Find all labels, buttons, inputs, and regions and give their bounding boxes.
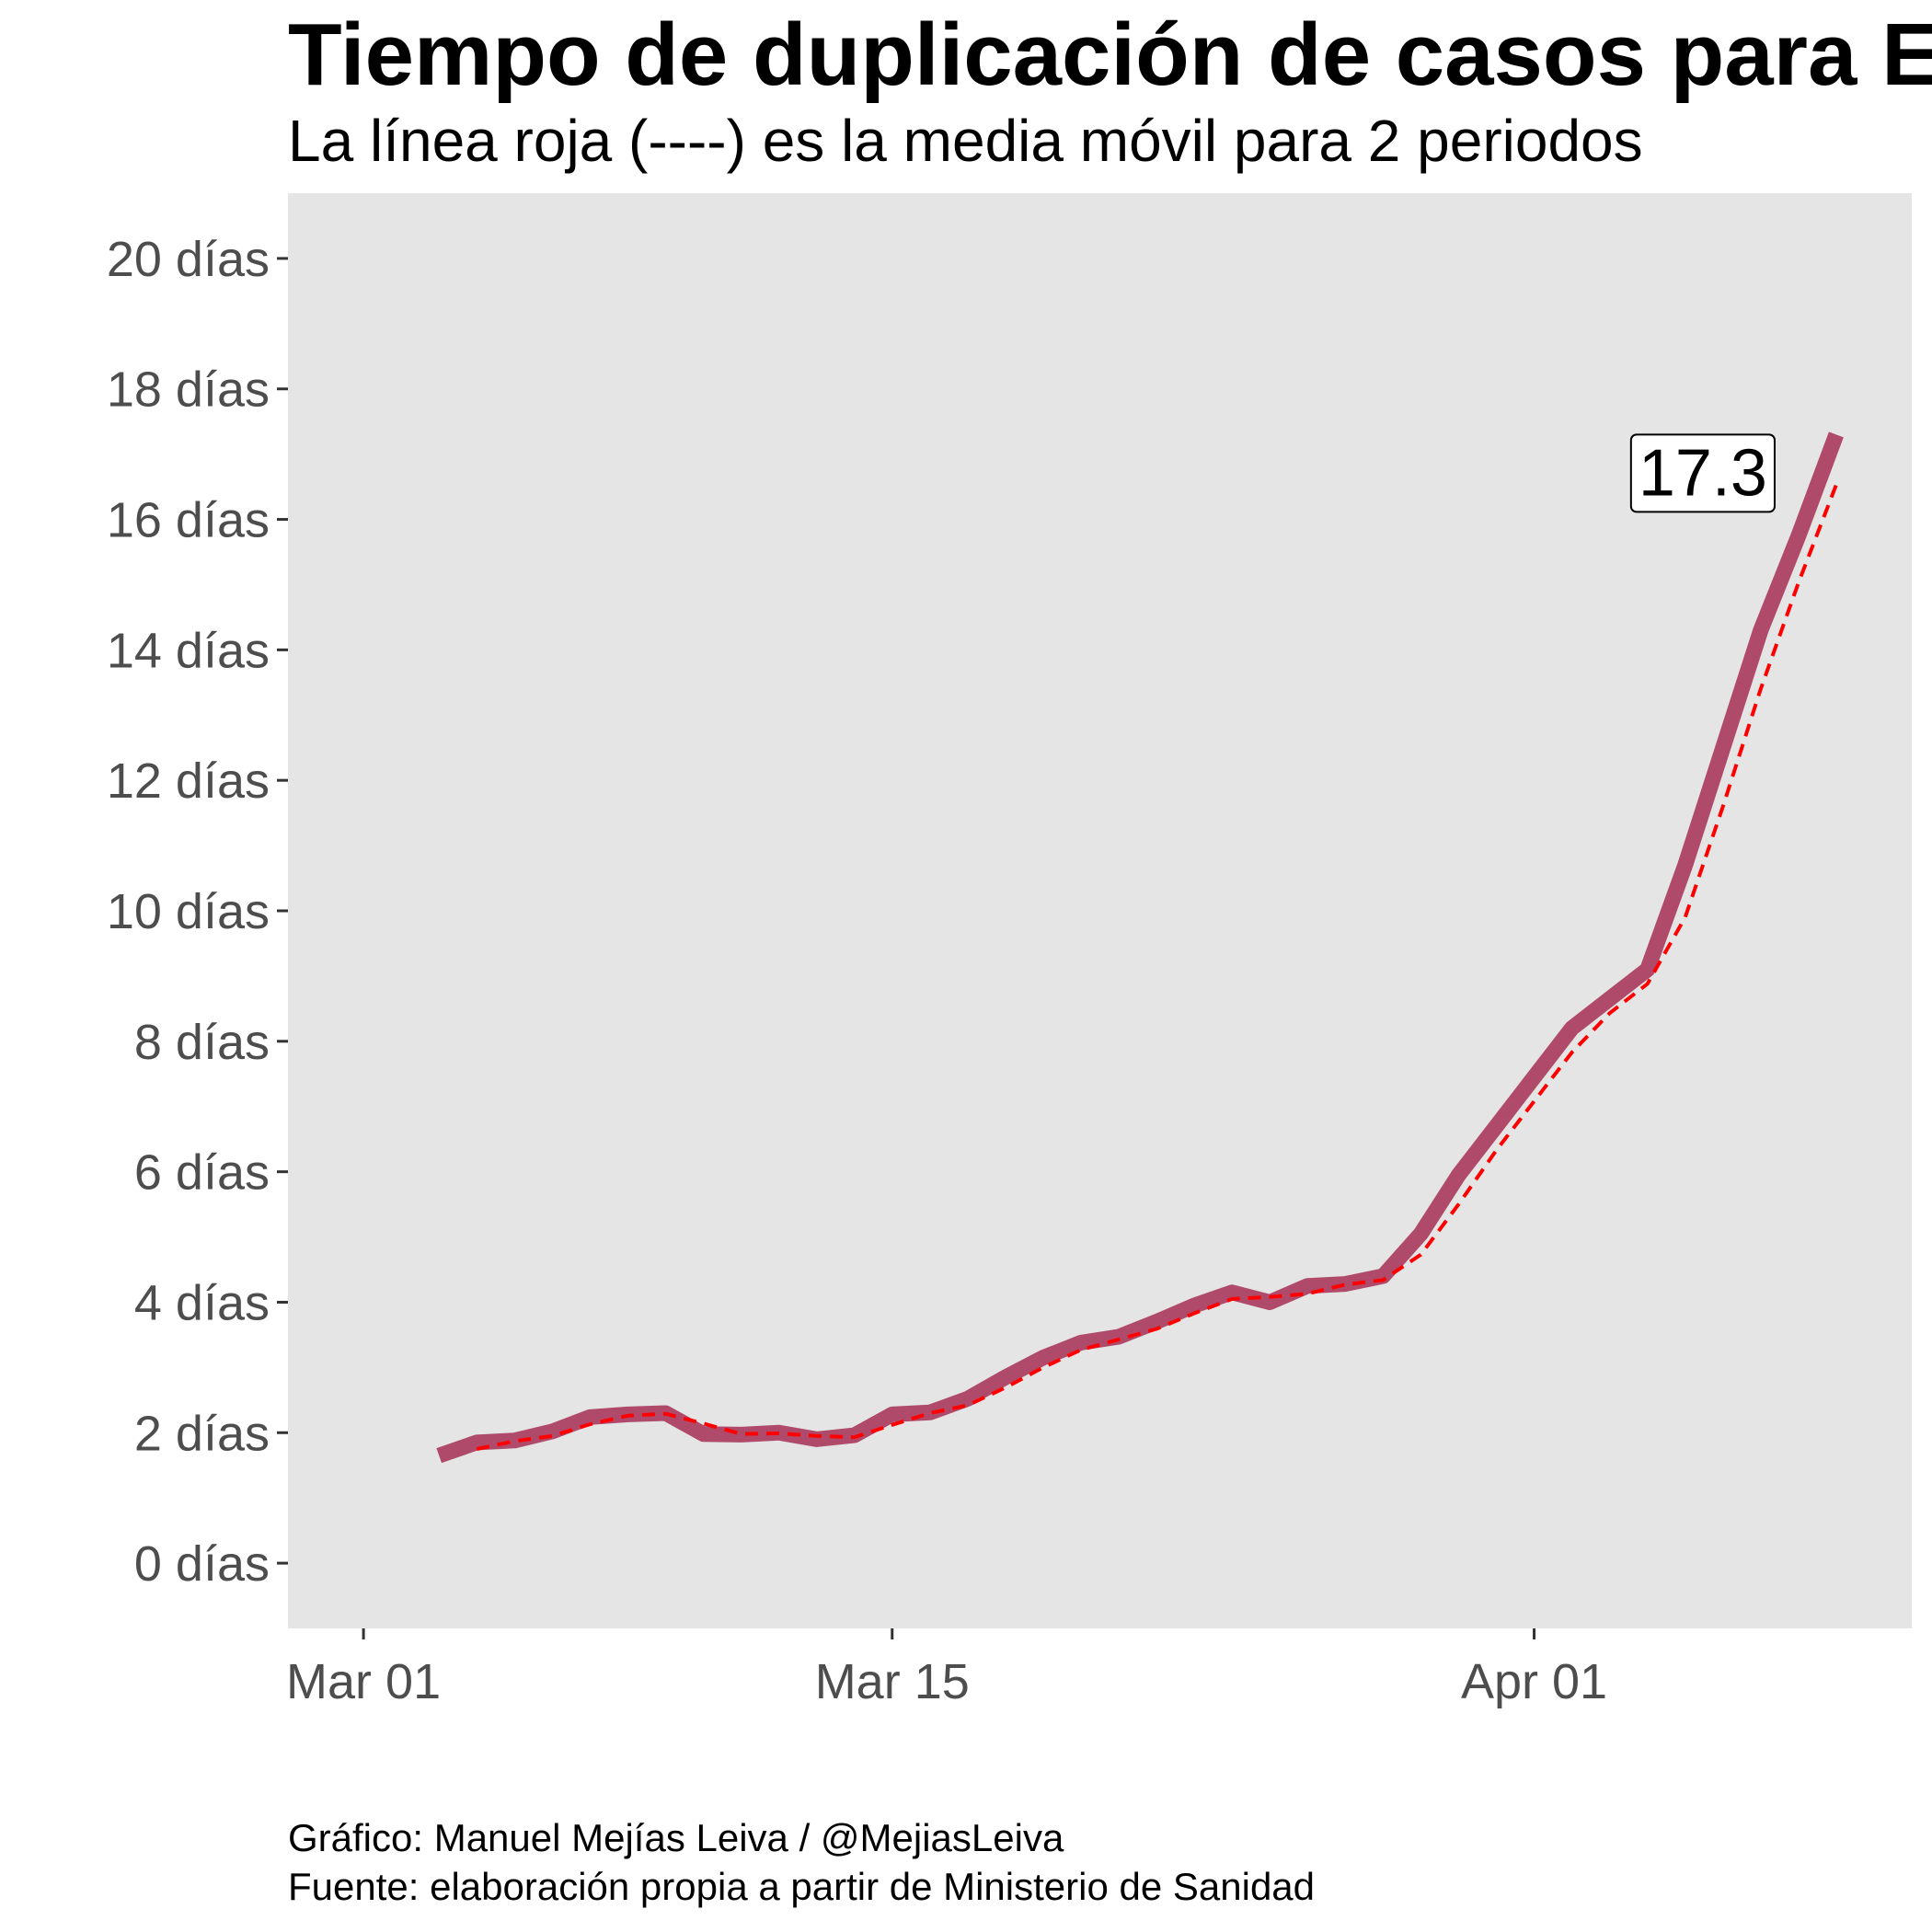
chart-title: Tiempo de duplicación de casos para E: [288, 6, 1932, 104]
y-tick-label: 20 días: [107, 232, 270, 287]
y-tick-label: 0 días: [134, 1536, 270, 1592]
y-tick-label: 10 días: [107, 884, 270, 939]
annotation-layer: 17.3: [1629, 433, 1776, 513]
plot-panel: [288, 193, 1912, 1628]
caption-author: Gráfico: Manuel Mejías Leiva / @MejiasLe…: [288, 1816, 1064, 1859]
last-value-label: 17.3: [1629, 433, 1776, 513]
y-tick-label: 2 días: [134, 1406, 270, 1461]
last-value-box: [1629, 433, 1776, 513]
series-layer: [436, 431, 1844, 1464]
y-tick-label: 6 días: [134, 1145, 270, 1201]
caption-source: Fuente: elaboración propia a partir de M…: [288, 1865, 1315, 1908]
x-tick-label: Apr 01: [1461, 1654, 1607, 1709]
y-tick-label: 12 días: [107, 753, 270, 809]
y-tick-label: 8 días: [134, 1015, 270, 1070]
y-tick-label: 18 días: [107, 362, 270, 418]
y-tick-label: 14 días: [107, 623, 270, 678]
chart-subtitle: La línea roja (----) es la media móvil p…: [288, 108, 1643, 174]
y-axis: 0 días 2 días 4 días 6 días 8 días 10 días 12 …: [107, 232, 288, 1592]
y-tick-label: 4 días: [134, 1275, 270, 1330]
last-value-text: 17.3: [1639, 436, 1767, 510]
x-tick-label: Mar 15: [815, 1654, 970, 1709]
x-axis: Mar 01 Mar 15 Apr 01: [286, 1628, 1607, 1709]
y-tick-label: 16 días: [107, 493, 270, 548]
x-tick-label: Mar 01: [286, 1654, 441, 1709]
moving-average-line: [476, 484, 1838, 1451]
